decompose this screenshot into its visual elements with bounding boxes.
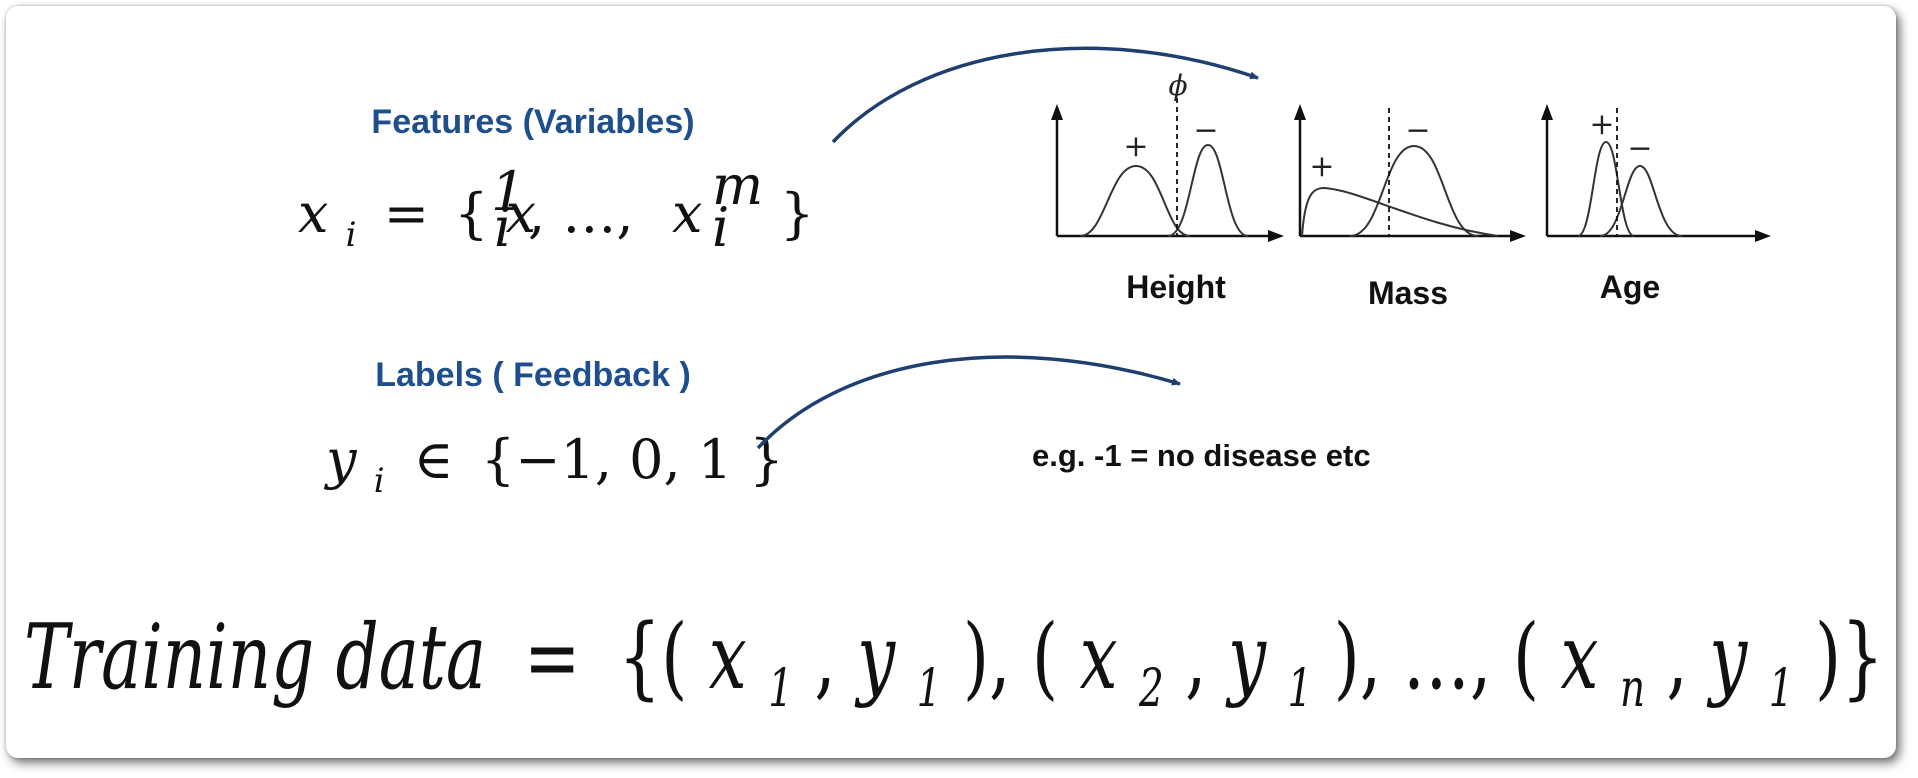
height-minus-sign: −: [1193, 113, 1218, 148]
y-subscript: i: [374, 461, 385, 501]
open-brace: {: [454, 182, 488, 245]
pair3-y-subscript: 1: [1769, 659, 1794, 719]
x-first-subscript: i: [494, 196, 511, 259]
features-formula: x i = { x 1 i , …, x m i }: [298, 154, 814, 259]
element-of-sign: ∈: [414, 428, 454, 491]
pair3-x-subscript: n: [1620, 659, 1645, 719]
training-equals: =: [524, 605, 580, 710]
label-example-note: e.g. -1 = no disease etc: [1032, 438, 1371, 473]
labels-heading: Labels ( Feedback ): [375, 356, 691, 394]
equals-sign: =: [384, 182, 429, 245]
pair1-y: y: [854, 605, 896, 710]
labels-formula: y i ∈ {−1, 0, 1 }: [324, 428, 784, 505]
mass-plus-sign: +: [1309, 149, 1334, 184]
pair3-comma: ,: [1666, 605, 1687, 710]
pair1-comma: ,: [814, 605, 835, 710]
height-label: Height: [1126, 269, 1226, 305]
pair2-x: x: [1080, 605, 1118, 710]
pair3-y: y: [1706, 605, 1748, 710]
pair1-x-subscript: 1: [768, 659, 793, 719]
pair2-y: y: [1225, 605, 1267, 710]
age-minus-sign: −: [1627, 131, 1652, 166]
training-close: )}: [1815, 605, 1884, 710]
age-plus-sign: +: [1589, 107, 1614, 142]
pair2-y-subscript: 1: [1287, 659, 1312, 719]
x-subscript: i: [346, 215, 357, 255]
pair2-comma: ,: [1185, 605, 1206, 710]
training-open: {(: [618, 605, 687, 710]
threshold-phi: ϕ: [1168, 69, 1187, 102]
features-arrow: [831, 46, 1259, 144]
x-first-superscript: 1: [491, 160, 525, 223]
label-set: {−1, 0, 1 }: [481, 428, 784, 491]
close-brace: }: [780, 182, 814, 245]
y-symbol: y: [324, 428, 358, 491]
pair-separator-2: ), …, (: [1334, 605, 1540, 710]
slide-card: [6, 6, 1896, 758]
pair1-x: x: [709, 605, 747, 710]
height-plot: ϕ + − Height: [1051, 69, 1284, 305]
mass-minus-sign: −: [1405, 113, 1430, 148]
pair1-y-subscript: 1: [917, 659, 942, 719]
labels-arrow: [756, 355, 1181, 450]
pair2-x-subscript: 2: [1138, 659, 1164, 719]
pair3-x: x: [1561, 605, 1599, 710]
pair-separator-1: ), (: [963, 605, 1058, 710]
training-data-label: Training data: [24, 605, 486, 710]
x-symbol: x: [298, 182, 328, 245]
svg-text:x i = {: x i = { x: [298, 182, 536, 259]
x-first-symbol: x: [506, 182, 536, 245]
height-plus-sign: +: [1123, 129, 1148, 164]
svg-text:y i ∈ {−1, 0: y i ∈ {−1, 0, 1 }: [324, 428, 784, 505]
age-label: Age: [1600, 269, 1660, 305]
mass-label: Mass: [1368, 275, 1448, 311]
x-last-superscript: m: [712, 154, 763, 217]
x-last-subscript: i: [712, 196, 729, 259]
mass-plot: + − Mass: [1294, 104, 1526, 311]
age-plot: + − Age: [1541, 104, 1771, 305]
ellipsis: , …,: [528, 182, 634, 245]
x-last-symbol: x: [672, 182, 702, 245]
training-data-formula: Training data = {( x 1 , y 1 ), ( x 2 , …: [24, 605, 1884, 728]
features-heading: Features (Variables): [371, 103, 694, 141]
